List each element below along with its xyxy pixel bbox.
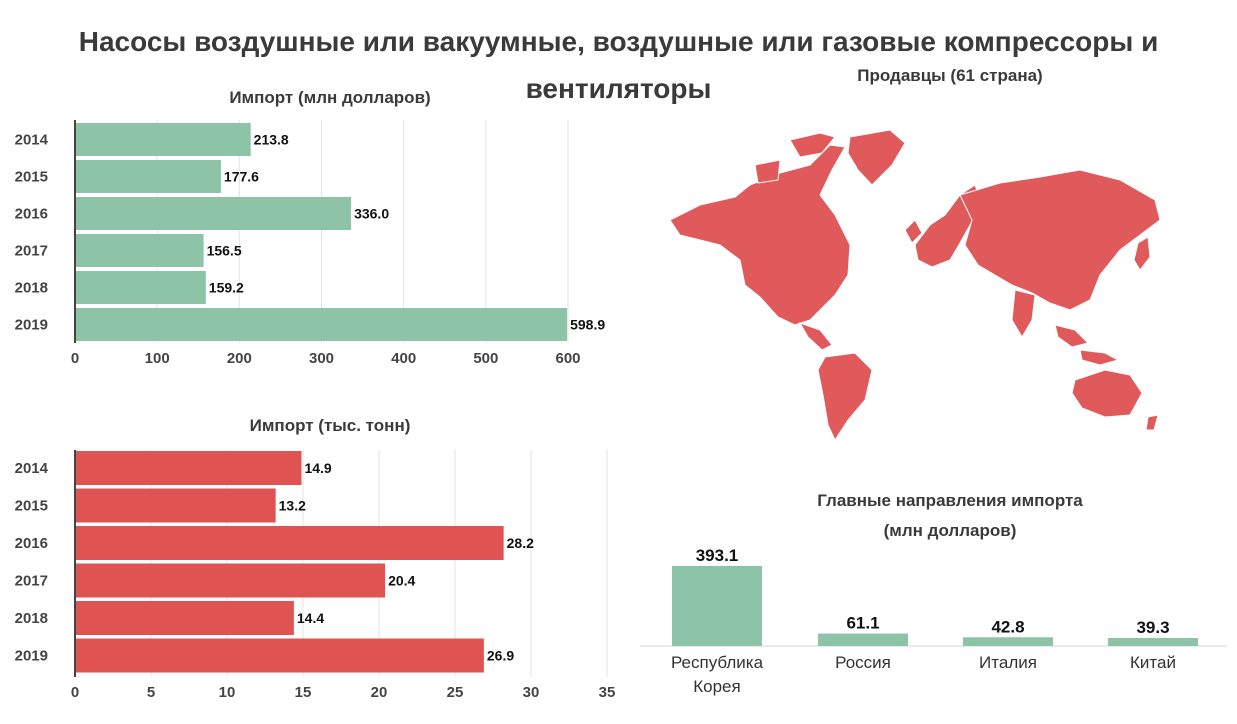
category-label: Китай <box>1130 653 1176 672</box>
bar <box>75 526 504 560</box>
bar <box>75 563 386 598</box>
top-partners-chart: 393.1 Республика Корея 61.1 Россия 42.8 Италия… <box>640 546 1227 696</box>
bar <box>75 123 251 156</box>
y-tick-label: 2014 <box>15 132 49 149</box>
map-title: Продавцы (61 страна) <box>857 66 1043 85</box>
y-tick-label: 2017 <box>15 243 48 260</box>
x-tick-label: 10 <box>219 684 236 701</box>
x-tick-label: 0 <box>71 350 79 367</box>
bar <box>75 197 352 230</box>
data-label: 39.3 <box>1136 618 1169 637</box>
bar <box>963 637 1053 646</box>
data-label: 26.9 <box>487 648 514 664</box>
import-volume-chart: 0 5 10 15 20 25 30 35 2014 14.9 2015 13.2 2016 28.2 20… <box>15 450 616 701</box>
x-tick-label: 15 <box>295 684 312 701</box>
y-tick-label: 2019 <box>15 648 48 665</box>
y-tick-label: 2014 <box>15 460 49 477</box>
bar <box>75 160 221 193</box>
data-label: 42.8 <box>991 617 1024 636</box>
y-tick-label: 2018 <box>15 280 48 297</box>
x-tick-label: 20 <box>371 684 388 701</box>
bar <box>75 488 276 523</box>
data-label: 28.2 <box>507 535 534 551</box>
chart1-title: Импорт (млн долларов) <box>229 88 431 107</box>
page-title-line-2: вентиляторы <box>525 73 712 104</box>
data-label: 20.4 <box>388 573 415 589</box>
bar <box>75 638 484 673</box>
page-title: Насосы воздушные или вакуумные, воздушны… <box>0 18 1237 112</box>
bar <box>75 451 302 485</box>
data-label: 213.8 <box>254 132 289 148</box>
y-tick-label: 2015 <box>15 498 48 515</box>
import-value-chart: 0 100 200 300 400 500 600 2014 213.8 2015 177.6 201… <box>15 120 605 367</box>
data-label: 598.9 <box>570 317 605 333</box>
y-tick-label: 2016 <box>15 206 48 223</box>
bar <box>818 633 908 646</box>
data-label: 393.1 <box>696 546 739 565</box>
x-tick-label: 25 <box>447 684 464 701</box>
data-label: 156.5 <box>207 243 242 259</box>
page-title-line-1: Насосы воздушные или вакуумные, воздушны… <box>78 26 1159 57</box>
category-label: Россия <box>835 653 891 672</box>
x-tick-label: 0 <box>71 684 79 701</box>
bar <box>1108 638 1198 646</box>
chart3-title: Главные направления импорта (млн долларо… <box>760 486 1140 546</box>
x-tick-label: 600 <box>555 350 580 367</box>
x-tick-label: 200 <box>227 350 252 367</box>
x-tick-label: 35 <box>599 684 616 701</box>
category-label: Италия <box>979 653 1037 672</box>
data-label: 159.2 <box>209 280 244 296</box>
x-tick-label: 400 <box>391 350 416 367</box>
data-label: 336.0 <box>354 206 389 222</box>
category-label: Республика <box>671 653 764 672</box>
x-tick-label: 30 <box>523 684 540 701</box>
chart2-title: Импорт (тыс. тонн) <box>249 416 411 435</box>
y-tick-label: 2015 <box>15 169 48 186</box>
world-map <box>660 125 1170 445</box>
chart3-title-line-2: (млн долларов) <box>883 521 1017 540</box>
data-label: 177.6 <box>224 169 259 185</box>
bar <box>75 234 204 267</box>
y-tick-label: 2017 <box>15 573 48 590</box>
x-tick-label: 5 <box>147 684 155 701</box>
bar <box>672 566 762 646</box>
data-label: 61.1 <box>846 614 879 633</box>
bar <box>75 308 568 341</box>
data-label: 14.4 <box>297 610 324 626</box>
x-tick-label: 300 <box>309 350 334 367</box>
world-map-image <box>669 129 1161 442</box>
y-tick-label: 2019 <box>15 317 48 334</box>
category-label: Корея <box>693 677 740 696</box>
chart3-title-line-1: Главные направления импорта <box>817 491 1083 510</box>
data-label: 13.2 <box>279 498 306 514</box>
y-tick-label: 2018 <box>15 610 48 627</box>
y-tick-label: 2016 <box>15 535 48 552</box>
bar <box>75 601 294 635</box>
bar <box>75 271 206 304</box>
data-label: 14.9 <box>304 460 331 476</box>
x-tick-label: 500 <box>473 350 498 367</box>
x-tick-label: 100 <box>145 350 170 367</box>
